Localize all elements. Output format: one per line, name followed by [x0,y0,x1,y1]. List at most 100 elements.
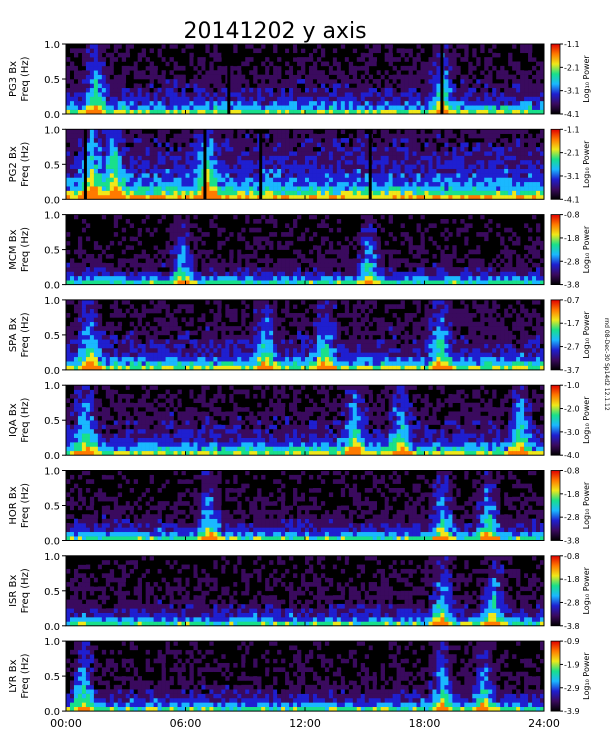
spectrogram-cell [73,194,79,200]
spectrogram-cell [261,190,266,196]
spectrogram-cell [508,74,513,80]
spectrogram-cell [77,326,83,331]
spectrogram-cell [344,164,350,169]
spectrogram-cell [197,151,202,156]
spectrogram-cell [109,194,115,200]
spectrogram-cell [520,92,525,97]
spectrogram-cell [480,218,485,224]
spectrogram-cell [408,105,413,110]
spectrogram-cell [77,87,83,93]
spectrogram-cell [332,194,338,200]
spectrogram-cell [109,105,115,110]
spectrogram-cell [153,65,158,71]
spectrogram-cell [69,181,75,187]
spectrogram-cell [97,155,103,161]
spectrogram-cell [125,361,131,366]
spectrogram-cell [149,74,154,80]
spectrogram-cell [249,271,254,277]
spectrogram-cell [528,245,533,250]
spectrogram-cell [536,258,541,264]
spectrogram-cell [516,133,521,139]
spectrogram-cell [209,74,214,80]
spectrogram-cell [352,190,358,196]
spectrogram-cell [424,83,429,89]
spectrogram-cell [312,159,318,165]
spectrogram-cell [508,275,513,281]
spectrogram-cell [133,146,138,152]
spectrogram-cell [101,334,107,340]
spectrogram-cell [496,173,501,178]
spectrogram-cell [285,280,290,285]
spectrogram-cell [504,74,509,80]
spectrogram-cell [324,164,330,169]
spectrogram-cell [500,168,505,174]
spectrogram-cell [85,223,91,229]
spectrogram-cell [153,356,158,362]
spectrogram-cell [512,177,517,183]
spectrogram-cell [193,168,198,174]
spectrogram-cell [492,159,497,165]
spectrogram-cell [416,177,421,183]
spectrogram-cell [316,168,322,174]
spectrogram-cell [316,280,322,285]
spectrogram-cell [217,267,222,272]
spectrogram-cell [89,129,95,134]
spectrogram-cell [217,92,222,97]
colorbar-label: Log₁₀ Power [582,225,591,273]
spectrogram-cell [500,253,505,259]
spectrogram-cell [424,173,429,178]
spectrogram-cell [97,348,103,353]
spectrogram-cell [448,271,453,277]
spectrogram-cell [105,159,111,165]
spectrogram-cell [281,258,286,264]
spectrogram-cell [480,129,485,134]
spectrogram-cell [492,186,497,191]
spectrogram-cell [496,109,501,115]
spectrogram-cell [161,299,166,305]
spectrogram-cell [97,232,103,237]
spectrogram-cell [293,181,298,187]
spectrogram-cell [492,275,497,281]
spectrogram-cell [512,190,517,196]
spectrogram-cell [277,258,282,264]
spectrogram-cell [209,100,214,106]
spectrogram-cell [420,142,425,148]
spectrogram-cell [133,61,138,67]
spectrogram-cell [344,249,350,255]
spectrogram-cell [456,48,461,54]
spectrogram-cell [364,168,370,174]
spectrogram-cell [85,52,91,58]
spectrogram-cell [157,159,162,165]
spectrogram-cell [165,308,170,314]
spectrogram-cell [344,146,350,152]
spectrogram-cell [384,105,389,110]
spectrogram-cell [229,181,234,187]
spectrogram-cell [293,151,298,156]
spectrogram-cell [360,87,366,93]
spectrogram-cell [193,129,198,134]
spectrogram-cell [348,65,354,71]
spectrogram-cell [209,146,214,152]
spectrogram-cell [524,262,529,268]
spectrogram-cell [225,151,230,156]
spectrogram-cell [89,146,95,152]
spectrogram-cell [536,146,541,152]
spectrogram-cell [97,267,103,272]
spectrogram-cell [137,92,142,97]
spectrogram-cell [161,326,166,331]
spectrogram-cell [472,52,477,58]
spectrogram-cell [400,155,405,161]
spectrogram-cell [85,356,91,362]
spectrogram-cell [316,186,322,191]
spectrogram-cell [368,105,374,110]
spectrogram-cell [77,275,83,281]
spectrogram-cell [277,109,282,115]
spectrogram-cell [520,100,525,106]
spectrogram-cell [540,173,545,178]
spectrogram-cell [424,57,429,62]
spectrogram-cell [293,92,298,97]
spectrogram-cell [308,194,314,200]
spectrogram-cell [396,79,401,84]
spectrogram-cell [77,133,83,139]
spectrogram-cell [289,83,294,89]
